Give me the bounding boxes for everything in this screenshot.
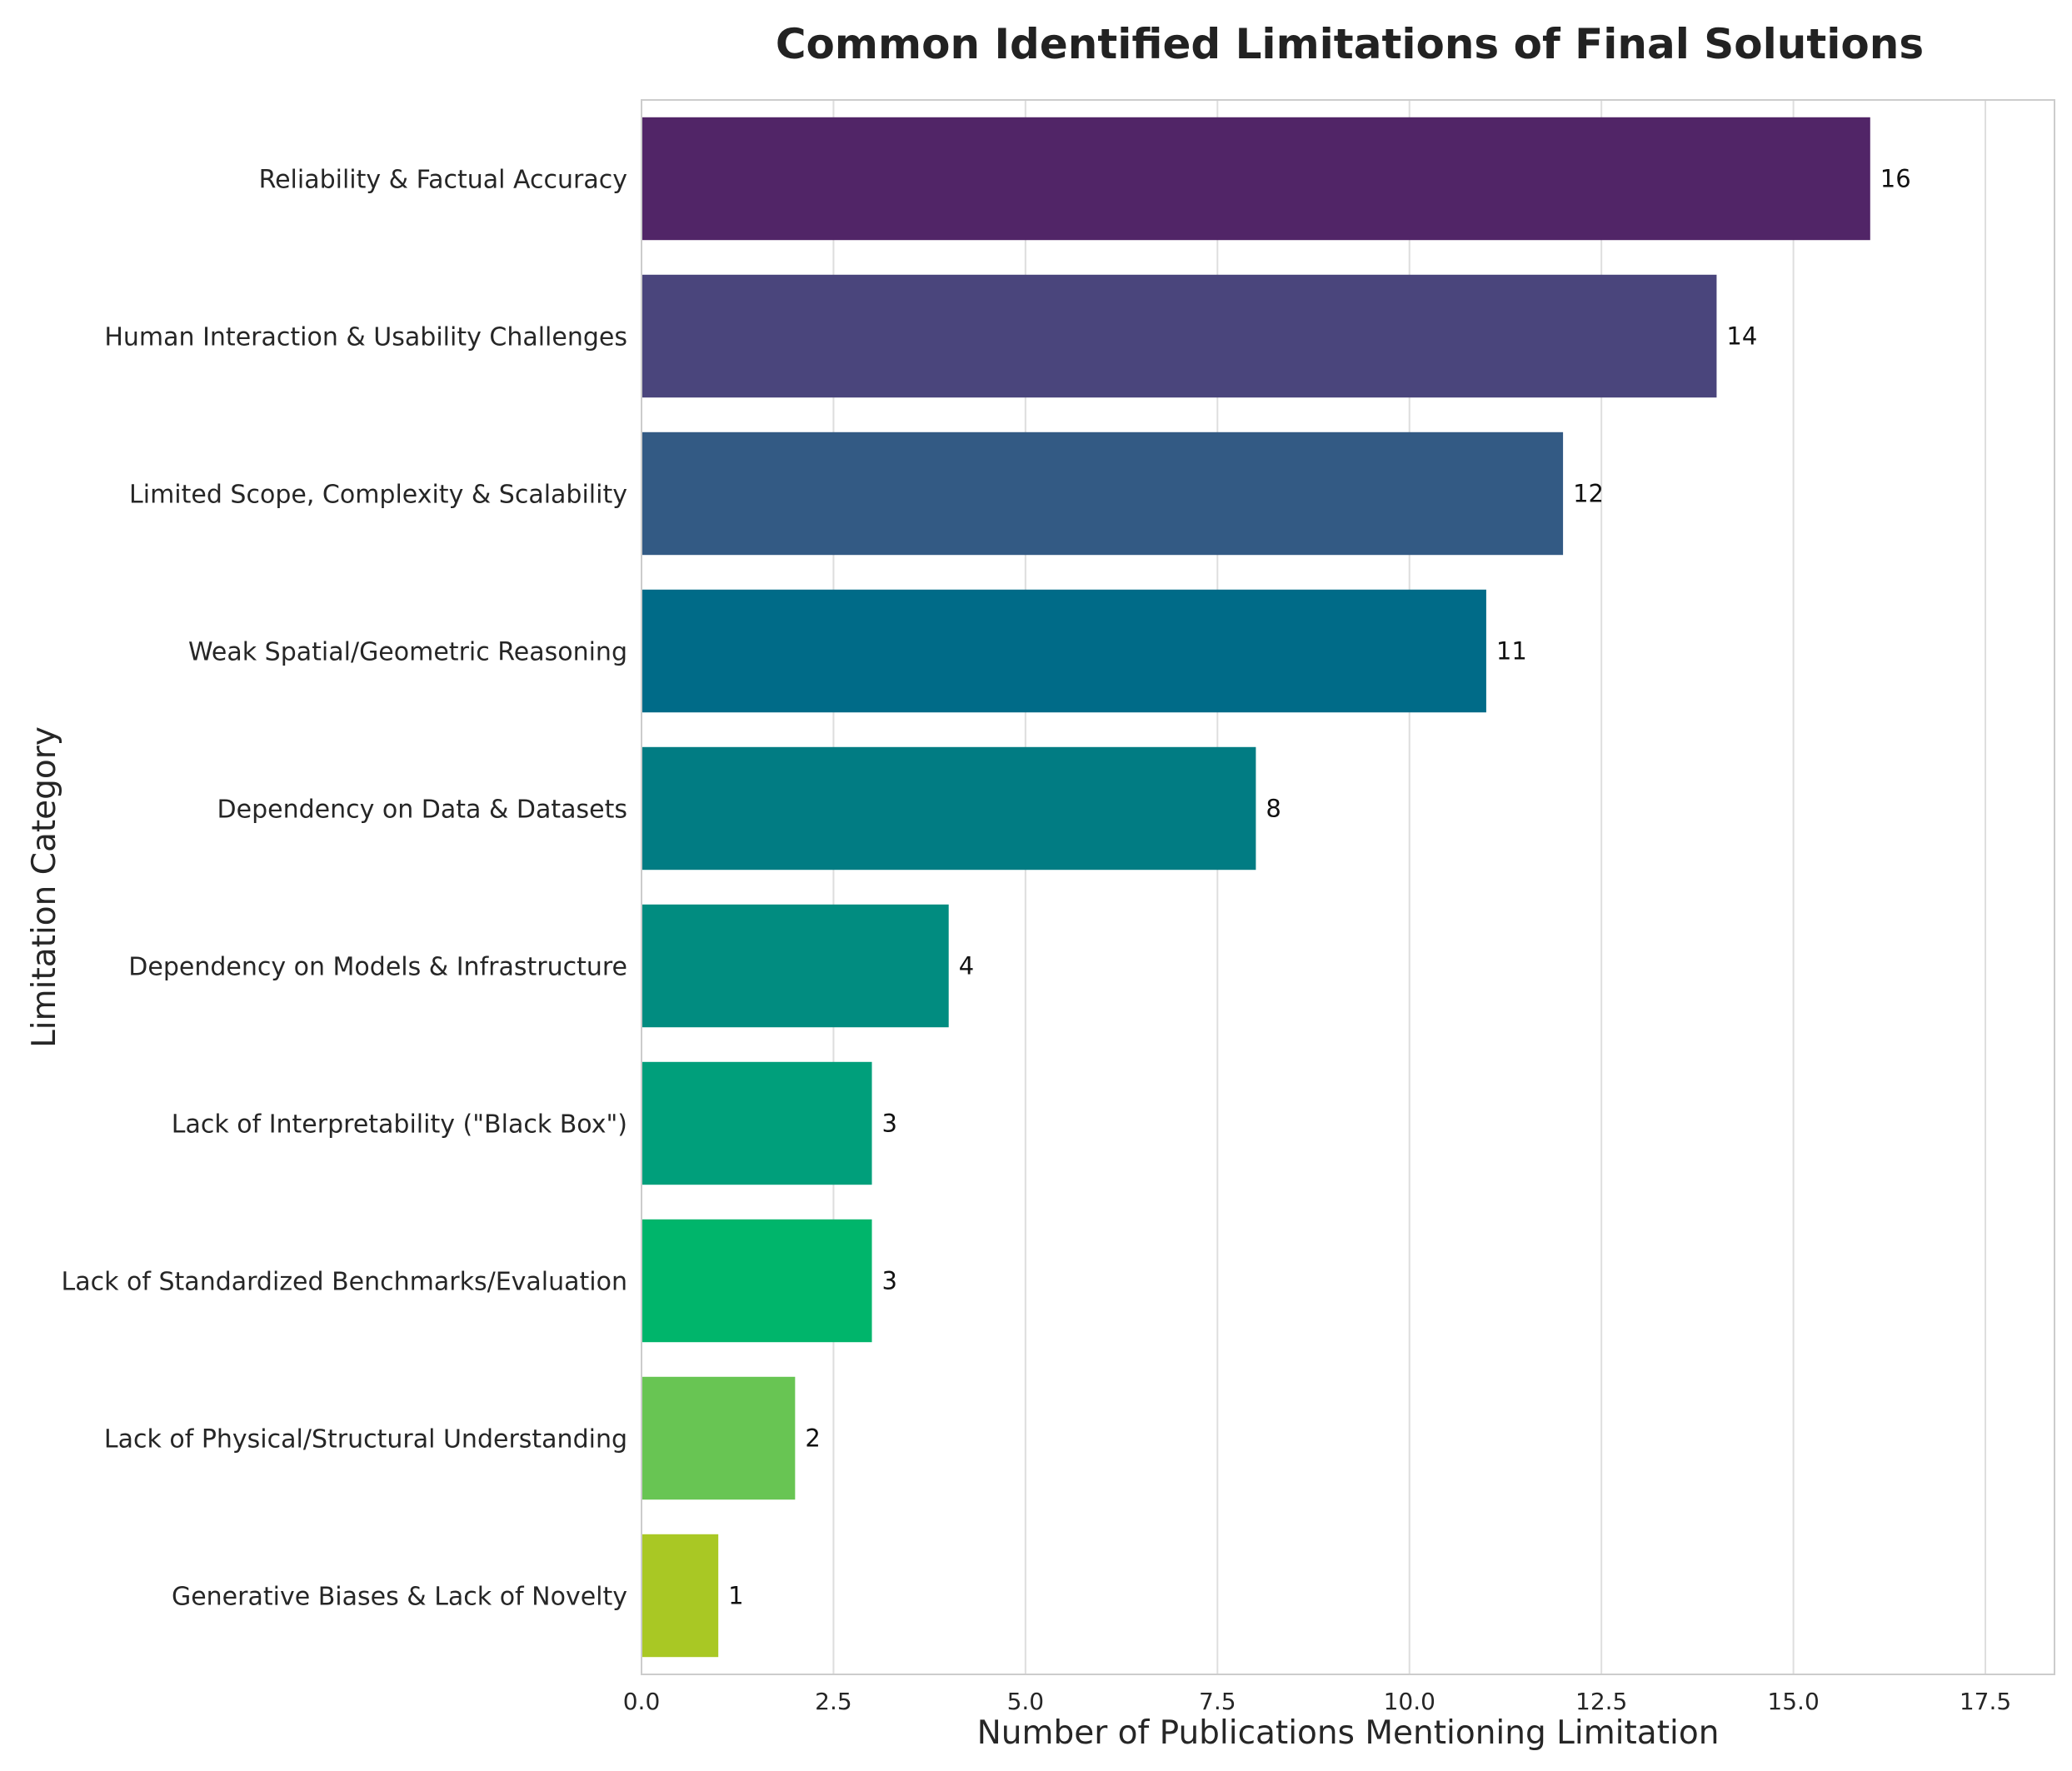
bar [642,904,949,1028]
bar [642,1061,872,1185]
data-label: 4 [959,952,974,980]
bar [642,746,1256,871]
category-label: Human Interaction & Usability Challenges [104,323,627,352]
data-label: 16 [1880,165,1911,193]
bar [642,589,1486,713]
bar [642,1534,719,1658]
category-label: Lack of Physical/Structural Understandin… [104,1425,627,1454]
x-tick-label: 5.0 [1007,1688,1045,1715]
data-label: 1 [728,1582,743,1610]
category-label: Weak Spatial/Geometric Reasoning [188,638,627,667]
data-label: 12 [1573,480,1604,508]
x-tick-label: 7.5 [1199,1688,1236,1715]
x-tick-label: 0.0 [623,1688,661,1715]
x-tick-label: 10.0 [1384,1688,1435,1715]
bar [642,1219,872,1343]
chart-title: Common Identified Limitations of Final S… [776,20,1924,68]
x-axis-title: Number of Publications Mentioning Limita… [977,1714,1720,1752]
category-label: Limited Scope, Complexity & Scalability [129,481,627,510]
data-label: 3 [882,1110,897,1138]
category-label: Dependency on Models & Infrastructure [128,953,627,982]
category-label: Lack of Interpretability ("Black Box") [172,1110,627,1140]
x-tick-labels: 0.0 2.5 5.0 7.5 10.0 12.5 15.0 17.5 [623,1688,2011,1715]
category-label: Reliability & Factual Accuracy [259,166,627,195]
category-label: Dependency on Data & Datasets [217,796,627,825]
category-label: Generative Biases & Lack of Novelty [172,1583,627,1612]
bar [642,432,1564,556]
x-tick-label: 15.0 [1767,1688,1819,1715]
data-label: 14 [1726,322,1757,351]
data-labels: 16 14 12 11 8 4 3 3 2 1 [728,165,1911,1610]
data-label: 3 [882,1267,897,1295]
data-label: 11 [1496,637,1527,666]
bar [642,274,1717,398]
data-label: 2 [805,1424,820,1453]
x-tick-label: 17.5 [1960,1688,2011,1715]
y-axis-title: Limitation Category [26,726,63,1048]
data-label: 8 [1266,795,1281,823]
x-tick-label: 12.5 [1575,1688,1627,1715]
bar [642,117,1870,241]
category-label: Lack of Standardized Benchmarks/Evaluati… [62,1268,627,1297]
x-tick-label: 2.5 [815,1688,852,1715]
plot-frame [641,99,2055,1675]
bar [642,1376,796,1500]
bars [642,117,1870,1658]
category-labels: Reliability & Factual Accuracy Human Inte… [62,166,627,1612]
